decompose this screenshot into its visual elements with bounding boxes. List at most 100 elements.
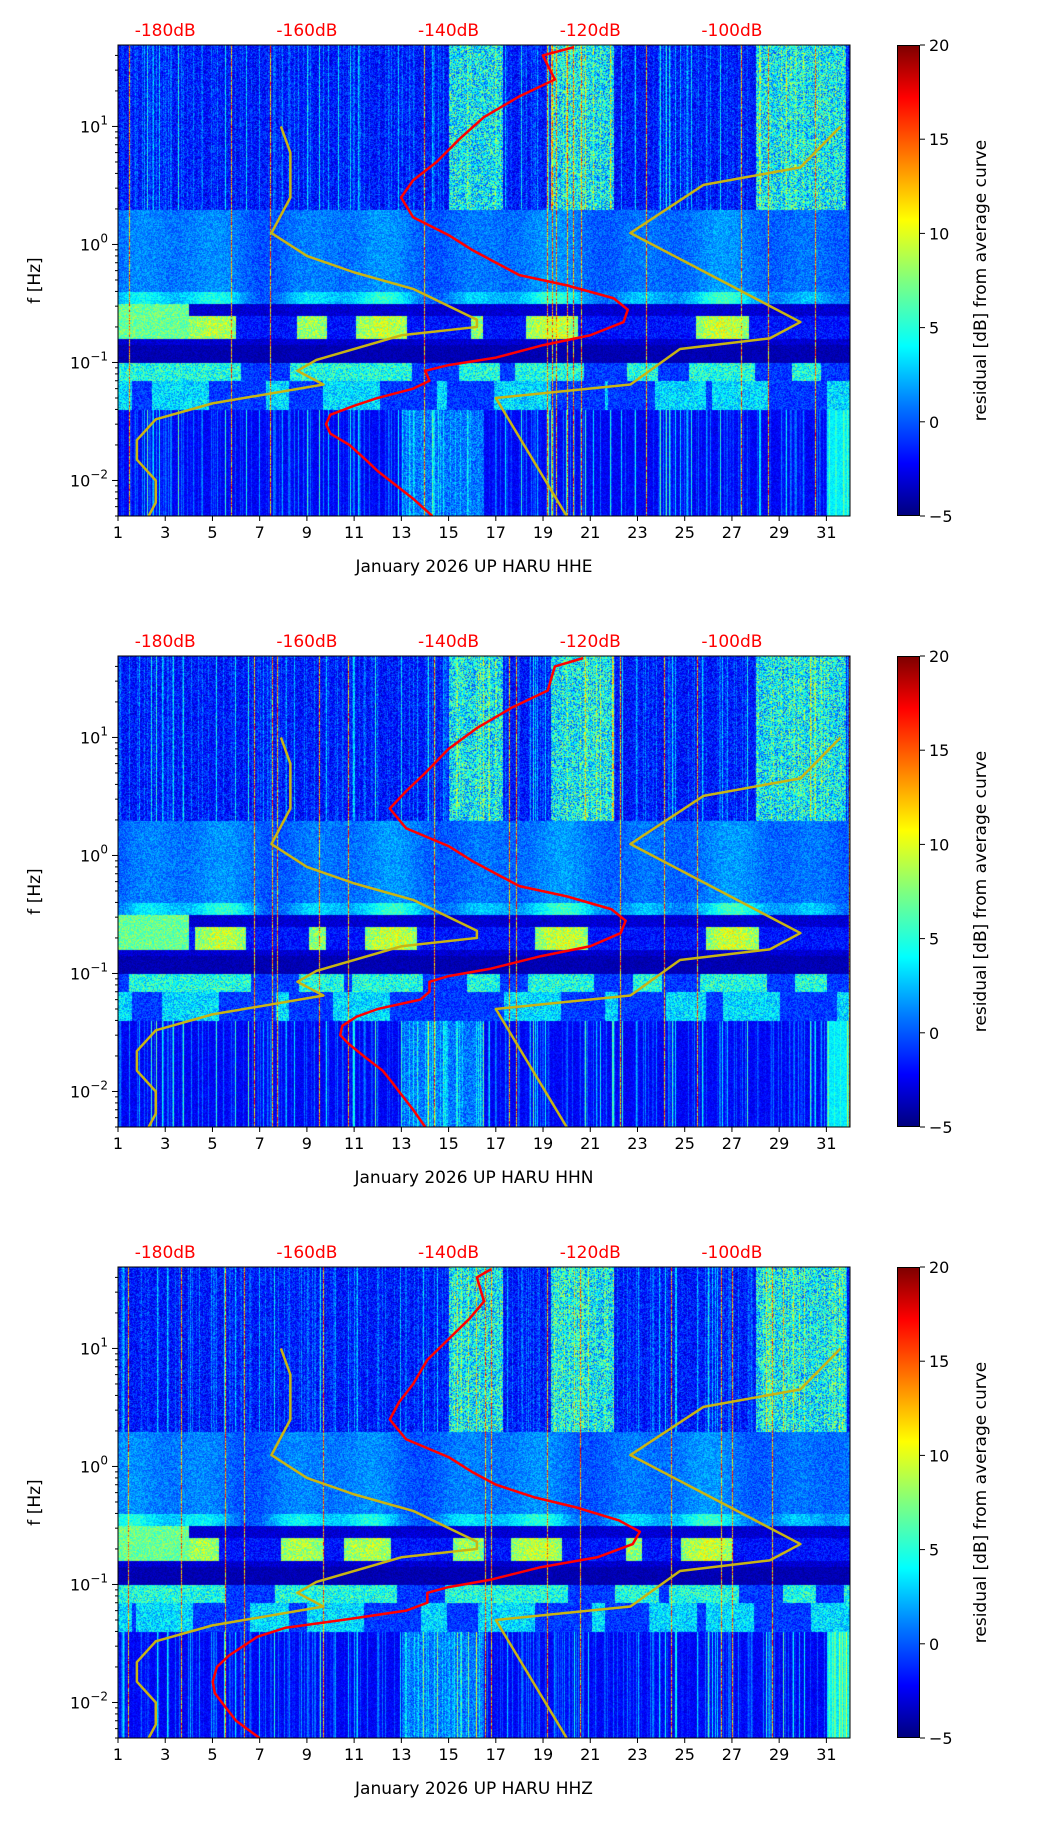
- top-db-tick-label: -140dB: [418, 632, 479, 652]
- x-tick-label: 15: [438, 523, 458, 542]
- y-axis-label: f [Hz]: [25, 868, 45, 914]
- high-noise-model-line: [494, 1347, 842, 1738]
- colorbar-label: residual [dB] from average curve: [971, 140, 991, 421]
- colorbar-tick-label: 20: [929, 36, 949, 55]
- top-db-tick-label: -120dB: [560, 632, 621, 652]
- x-tick-label: 7: [255, 1134, 265, 1153]
- colorbar-tick-label: −5: [929, 507, 953, 526]
- top-db-tick-label: -100dB: [701, 21, 762, 41]
- x-tick-label: 25: [675, 523, 695, 542]
- colorbar-tick-label: 15: [929, 741, 949, 760]
- top-db-tick-label: -140dB: [418, 1243, 479, 1263]
- y-tick-label: 101: [80, 1335, 108, 1358]
- spectrogram-heatmap: [118, 656, 850, 1127]
- x-tick-label: 1: [113, 523, 123, 542]
- y-tick-label: 101: [80, 113, 108, 136]
- top-db-tick-label: -120dB: [560, 1243, 621, 1263]
- x-tick-label: 19: [533, 1134, 553, 1153]
- top-db-tick-label: -100dB: [701, 632, 762, 652]
- colorbar-tick-label: 5: [929, 1541, 939, 1560]
- colorbar-tick-label: −5: [929, 1729, 953, 1748]
- colorbar-tick-label: 15: [929, 130, 949, 149]
- x-tick-label: 21: [580, 523, 600, 542]
- y-tick-label: 10−2: [70, 467, 108, 490]
- colorbar-label: residual [dB] from average curve: [971, 1362, 991, 1643]
- median-psd-curve: [324, 45, 630, 516]
- spectrogram-heatmap: [118, 1267, 850, 1738]
- y-axis-label: f [Hz]: [25, 257, 45, 303]
- x-tick-label: 19: [533, 523, 553, 542]
- x-tick-label: 21: [580, 1134, 600, 1153]
- x-tick-label: 17: [486, 1134, 506, 1153]
- x-tick-label: 9: [302, 523, 312, 542]
- spectrogram-panel-1: 1 3 5 7 9 11 13 15 17 19 21 23 25 27 29 31 January 2026 …: [0, 611, 1052, 1211]
- x-tick-label: 5: [207, 1745, 217, 1764]
- colorbar-tick-label: 0: [929, 1024, 939, 1043]
- plot-frame: [117, 1266, 851, 1739]
- x-tick-label: 9: [302, 1745, 312, 1764]
- median-psd-curve: [338, 656, 627, 1127]
- colorbar: [897, 656, 920, 1127]
- x-tick-label: 9: [302, 1134, 312, 1153]
- x-tick-label: 23: [627, 523, 647, 542]
- y-tick-label: 100: [80, 1453, 108, 1476]
- colorbar-tick-label: 20: [929, 1258, 949, 1277]
- top-db-tick-label: -180dB: [135, 632, 196, 652]
- x-tick-label: 1: [113, 1745, 123, 1764]
- y-tick-label: 10−2: [70, 1078, 108, 1101]
- high-noise-model-line: [494, 736, 842, 1127]
- colorbar-tick-label: 0: [929, 413, 939, 432]
- x-tick-label: 29: [769, 1745, 789, 1764]
- x-tick-label: 27: [722, 1134, 742, 1153]
- x-tick-label: 1: [113, 1134, 123, 1153]
- y-tick-label: 100: [80, 231, 108, 254]
- colorbar-tick-label: 5: [929, 930, 939, 949]
- colorbar-tick-label: 10: [929, 1446, 949, 1465]
- x-tick-label: 7: [255, 1745, 265, 1764]
- top-db-tick-label: -120dB: [560, 21, 621, 41]
- y-tick-label: 10−1: [70, 960, 108, 983]
- colorbar: [897, 45, 920, 516]
- x-tick-label: 11: [344, 1134, 364, 1153]
- top-db-tick-label: -100dB: [701, 1243, 762, 1263]
- x-axis-label: January 2026 UP HARU HHN: [354, 1168, 594, 1188]
- curves: [135, 656, 842, 1127]
- x-tick-label: 25: [675, 1134, 695, 1153]
- colorbar-tick-label: 10: [929, 835, 949, 854]
- x-tick-label: 25: [675, 1745, 695, 1764]
- x-tick-label: 31: [816, 523, 836, 542]
- top-db-tick-label: -140dB: [418, 21, 479, 41]
- x-tick-label: 15: [438, 1745, 458, 1764]
- x-tick-label: 15: [438, 1134, 458, 1153]
- y-tick-label: 10−1: [70, 1571, 108, 1594]
- colorbar-tick-label: 15: [929, 1352, 949, 1371]
- colorbar-label: residual [dB] from average curve: [971, 751, 991, 1032]
- x-axis-label: January 2026 UP HARU HHZ: [354, 1779, 593, 1799]
- colorbar-tick-label: 20: [929, 647, 949, 666]
- y-tick-label: 10−2: [70, 1689, 108, 1712]
- x-tick-label: 3: [160, 1745, 170, 1764]
- colorbar-tick-label: 10: [929, 224, 949, 243]
- low-noise-model-line: [135, 1348, 479, 1738]
- x-tick-label: 11: [344, 523, 364, 542]
- x-tick-label: 19: [533, 1745, 553, 1764]
- spectrogram-panel-0: 1 3 5 7 9 11 13 15 17 19 21 23 25 27 29 31 January 2026 …: [0, 0, 1052, 600]
- colorbar-tick-label: 0: [929, 1635, 939, 1654]
- x-tick-label: 7: [255, 523, 265, 542]
- x-tick-label: 13: [391, 1134, 411, 1153]
- x-tick-label: 31: [816, 1745, 836, 1764]
- high-noise-model-line: [494, 125, 842, 516]
- x-tick-label: 17: [486, 1745, 506, 1764]
- x-tick-label: 11: [344, 1745, 364, 1764]
- x-tick-label: 23: [627, 1745, 647, 1764]
- y-tick-label: 101: [80, 724, 108, 747]
- x-tick-label: 21: [580, 1745, 600, 1764]
- x-tick-label: 3: [160, 523, 170, 542]
- x-tick-label: 31: [816, 1134, 836, 1153]
- x-tick-label: 13: [391, 1745, 411, 1764]
- low-noise-model-line: [135, 737, 479, 1127]
- x-tick-label: 27: [722, 1745, 742, 1764]
